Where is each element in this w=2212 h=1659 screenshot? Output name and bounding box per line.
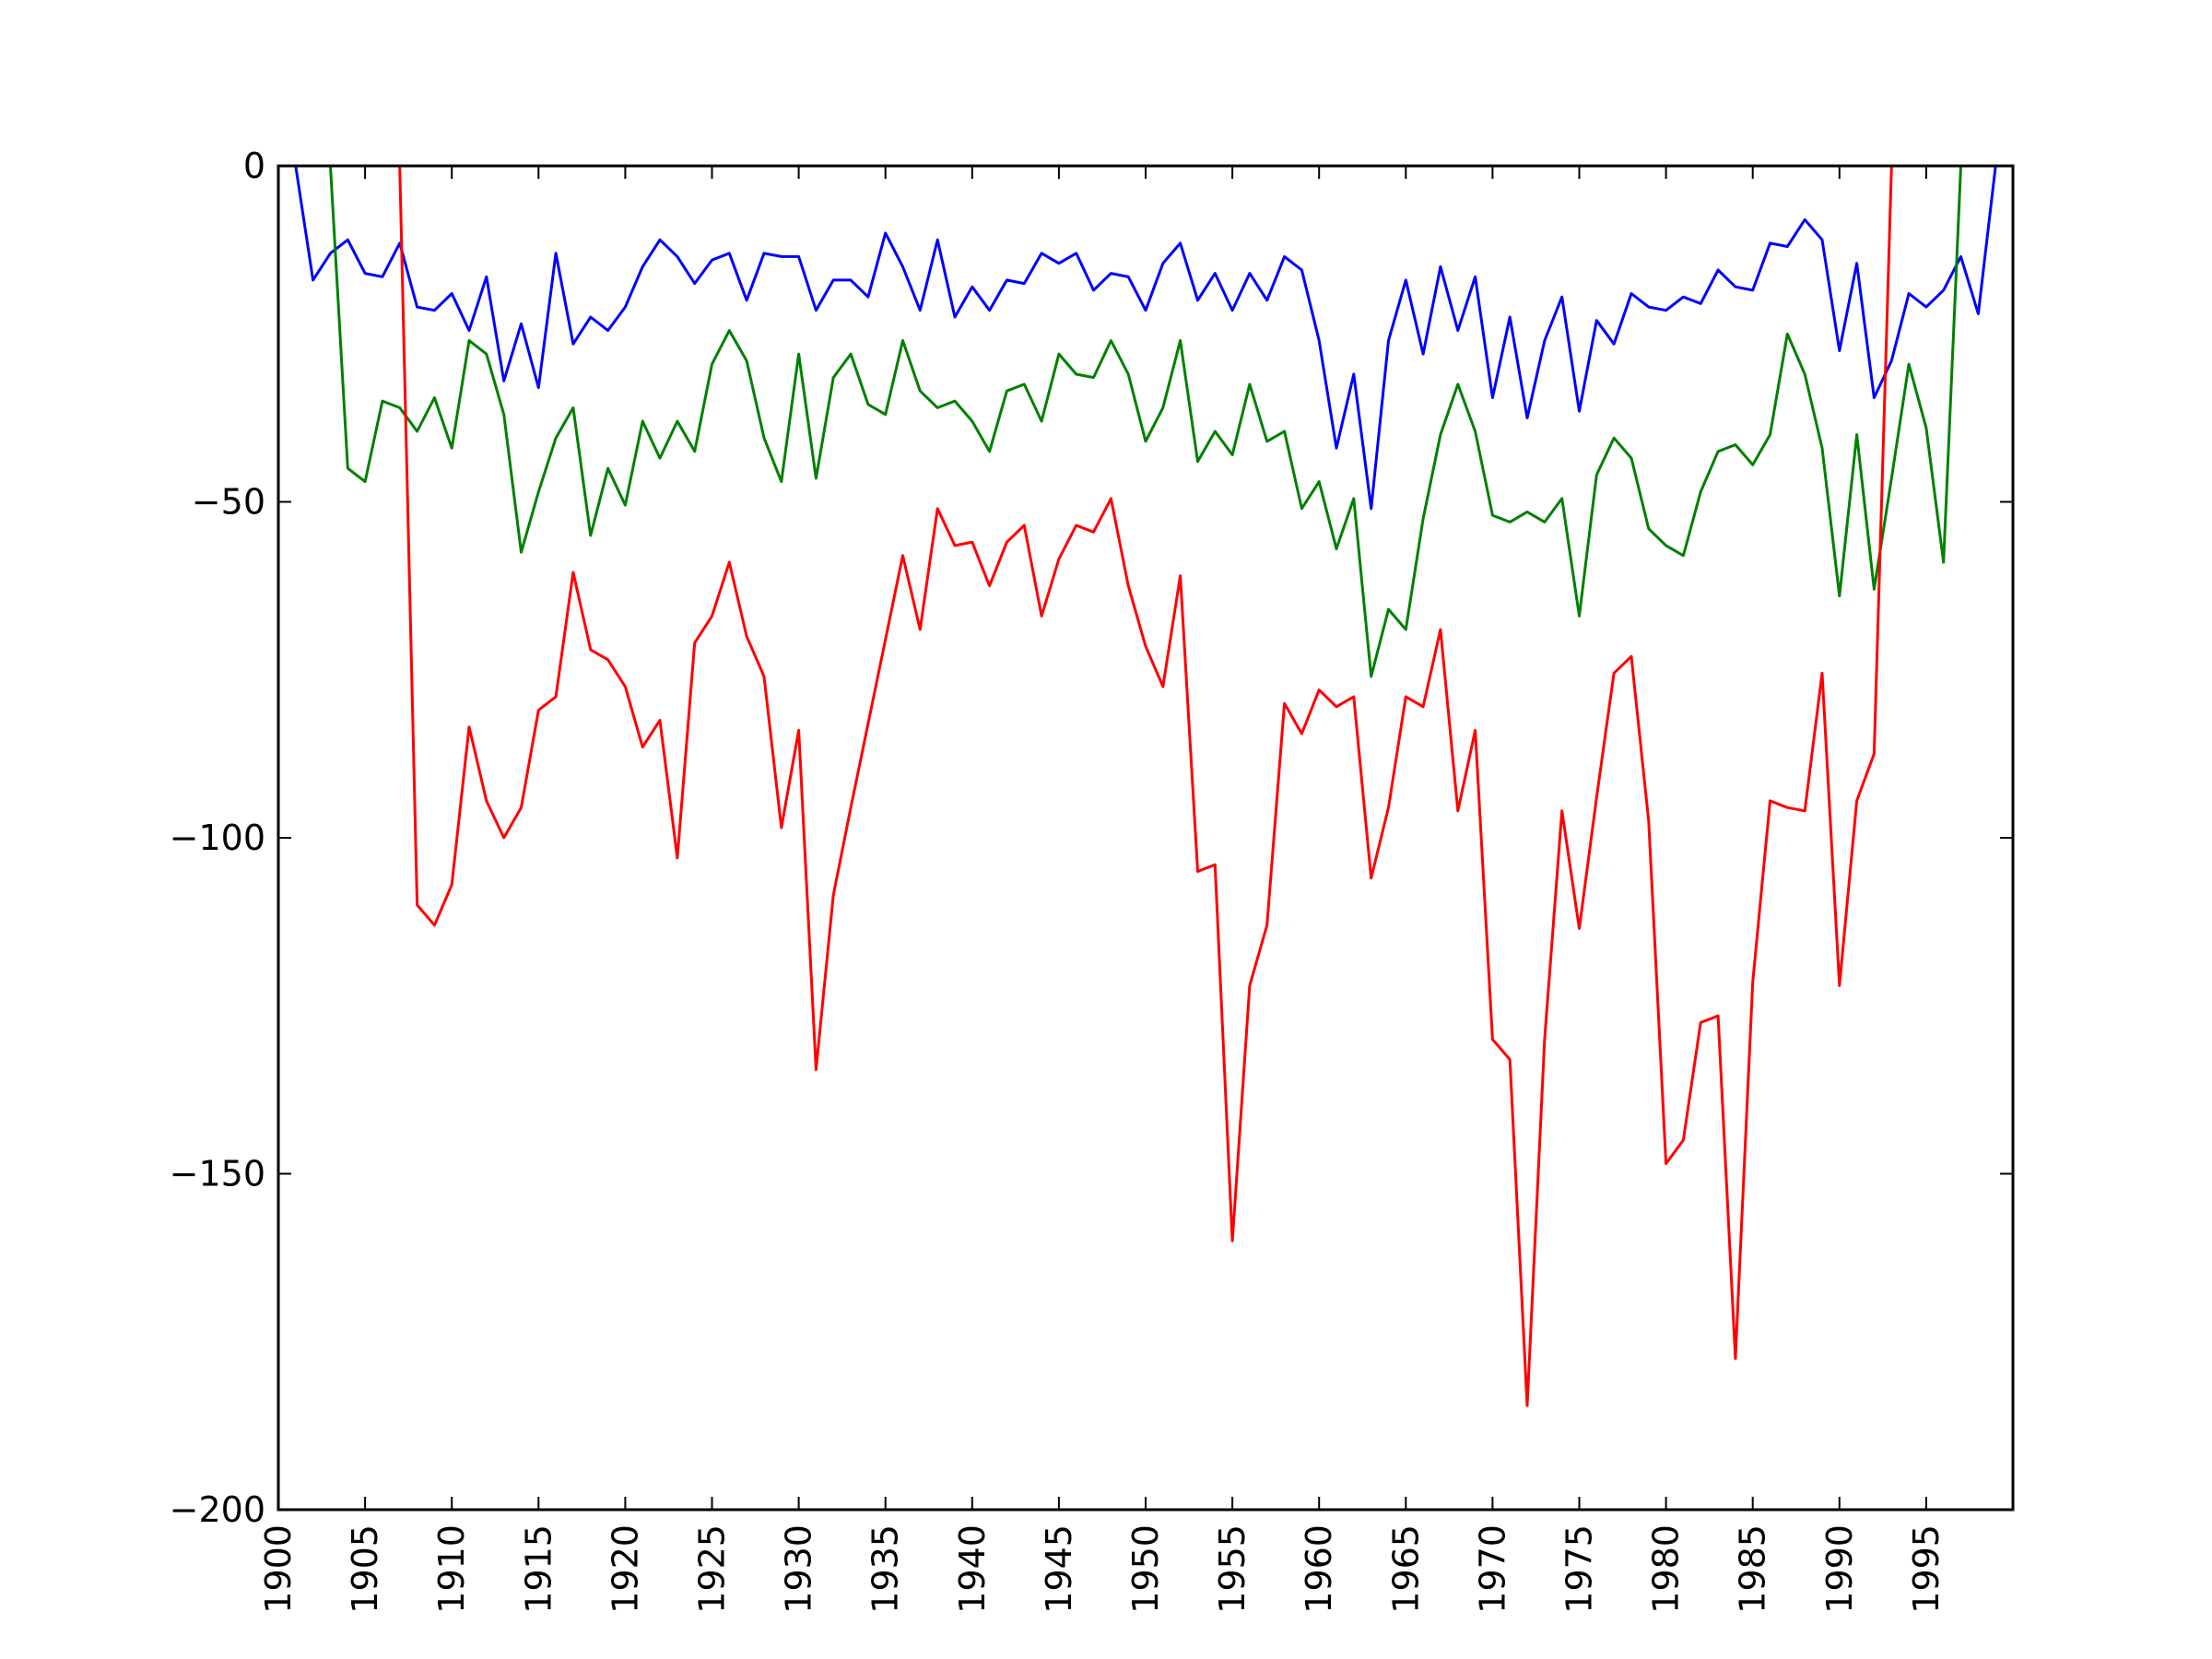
x-tick-label: 1945	[1039, 1524, 1079, 1614]
y-tick-label: −100	[170, 818, 265, 858]
x-tick-label: 1955	[1212, 1524, 1253, 1614]
x-tick-label: 1995	[1906, 1524, 1947, 1614]
y-tick-label: −200	[170, 1489, 265, 1530]
series-line-3	[398, 166, 1893, 1407]
x-tick-label: 1900	[258, 1524, 299, 1614]
series-line-1	[294, 166, 1997, 511]
x-tick-label: 1930	[779, 1524, 819, 1614]
x-tick-label: 1935	[865, 1524, 906, 1614]
x-tick-label: 1975	[1559, 1524, 1600, 1614]
x-tick-label: 1980	[1646, 1524, 1687, 1614]
x-tick-label: 1965	[1385, 1524, 1426, 1614]
x-tick-label: 1920	[605, 1524, 645, 1614]
x-tick-label: 1940	[952, 1524, 993, 1614]
series-layer	[294, 166, 1997, 1407]
y-tick-label: 0	[243, 146, 265, 186]
x-tick-label: 1960	[1299, 1524, 1339, 1614]
x-tick-label: 1905	[345, 1524, 385, 1614]
x-tick-label: 1925	[692, 1524, 733, 1614]
x-tick-label: 1910	[431, 1524, 472, 1614]
y-tick-label: −150	[170, 1154, 265, 1194]
x-tick-label: 1970	[1472, 1524, 1512, 1614]
x-tick-label: 1990	[1819, 1524, 1860, 1614]
y-axis: 0 −50 −100 −150 −200	[170, 146, 2013, 1530]
x-tick-label: 1985	[1733, 1524, 1773, 1614]
x-axis: 1900 1905 1910 1915 1920 1925 1930 1935 1940 1945…	[258, 166, 1947, 1614]
x-tick-label: 1950	[1125, 1524, 1166, 1614]
series-line-2	[328, 166, 1963, 678]
plot-frame	[276, 164, 2015, 1512]
x-tick-label: 1915	[518, 1524, 559, 1614]
y-tick-label: −50	[192, 482, 265, 523]
